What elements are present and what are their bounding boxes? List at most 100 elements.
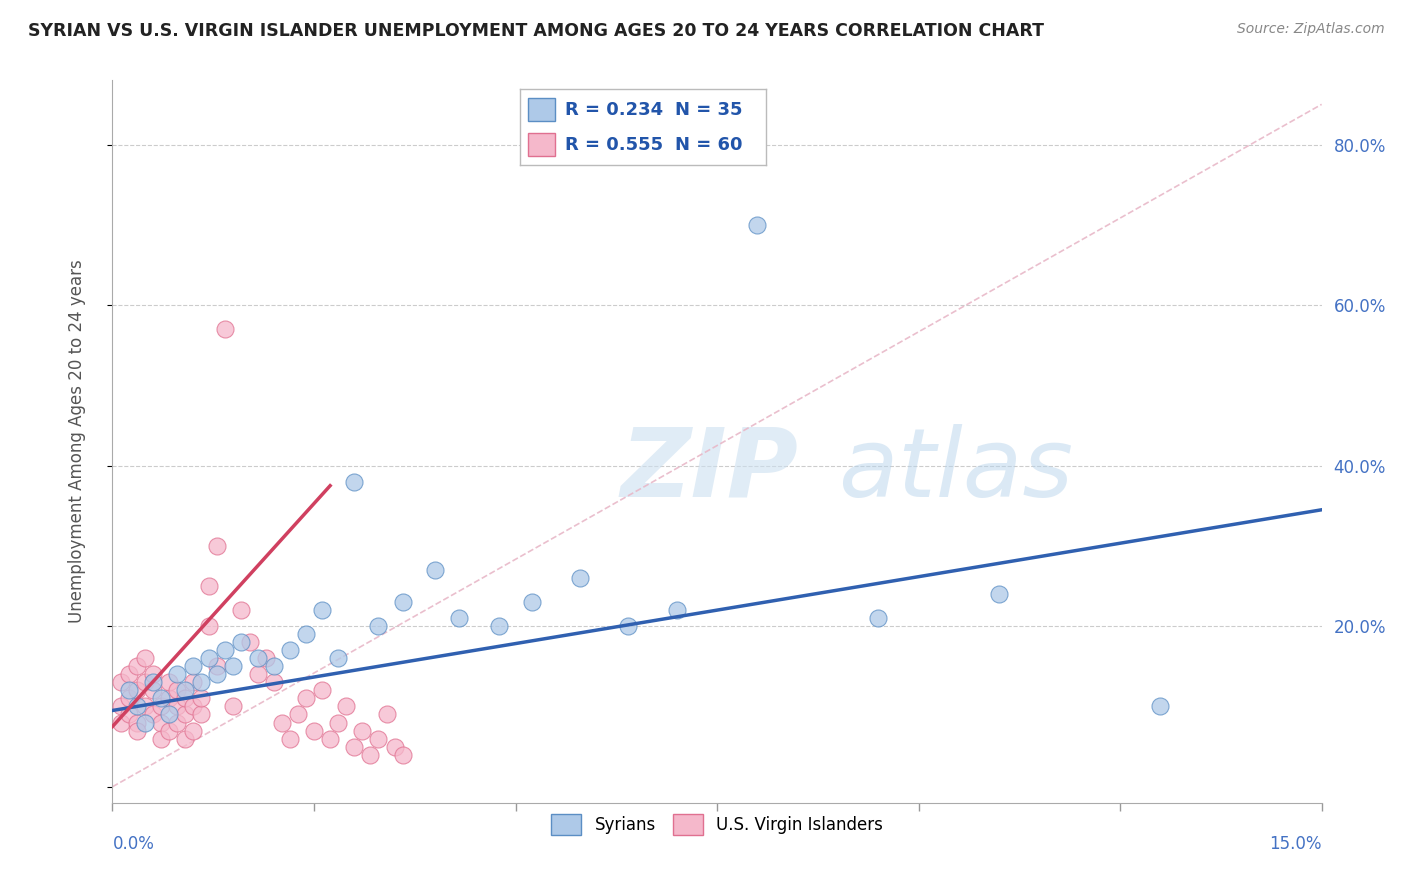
Point — [238, 635, 260, 649]
Point — [181, 723, 204, 738]
Point — [246, 667, 269, 681]
Point — [449, 611, 471, 625]
Point — [384, 739, 406, 754]
Legend: Syrians, U.S. Virgin Islanders: Syrians, U.S. Virgin Islanders — [544, 808, 890, 841]
FancyBboxPatch shape — [527, 98, 554, 121]
Point — [520, 595, 543, 609]
Point — [125, 699, 148, 714]
Text: ZIP: ZIP — [620, 424, 799, 517]
Text: N = 60: N = 60 — [675, 136, 742, 153]
Point — [134, 651, 156, 665]
Point — [311, 603, 333, 617]
Point — [328, 651, 350, 665]
Point — [198, 619, 221, 633]
Point — [222, 699, 245, 714]
Point — [367, 619, 389, 633]
Point — [278, 643, 301, 657]
Point — [391, 747, 413, 762]
Point — [617, 619, 640, 633]
Point — [174, 683, 197, 698]
Point — [488, 619, 510, 633]
Point — [149, 691, 172, 706]
Point — [149, 699, 172, 714]
Point — [231, 635, 253, 649]
Point — [190, 691, 212, 706]
Point — [125, 659, 148, 673]
Point — [181, 699, 204, 714]
Text: Source: ZipAtlas.com: Source: ZipAtlas.com — [1237, 22, 1385, 37]
Point — [231, 603, 253, 617]
Point — [295, 691, 318, 706]
Point — [166, 667, 188, 681]
Point — [190, 707, 212, 722]
Point — [423, 563, 446, 577]
Point — [1149, 699, 1171, 714]
Point — [166, 699, 188, 714]
Point — [117, 707, 139, 722]
Point — [335, 699, 357, 714]
Point — [174, 691, 197, 706]
Text: 15.0%: 15.0% — [1270, 835, 1322, 854]
Point — [110, 715, 132, 730]
Point — [157, 675, 180, 690]
Point — [287, 707, 309, 722]
Point — [142, 667, 165, 681]
Point — [157, 707, 180, 722]
Point — [166, 715, 188, 730]
Point — [263, 659, 285, 673]
Point — [157, 723, 180, 738]
Point — [125, 683, 148, 698]
Point — [198, 651, 221, 665]
Point — [142, 683, 165, 698]
Text: N = 35: N = 35 — [675, 101, 742, 119]
Y-axis label: Unemployment Among Ages 20 to 24 years: Unemployment Among Ages 20 to 24 years — [67, 260, 86, 624]
Point — [375, 707, 398, 722]
Point — [367, 731, 389, 746]
Point — [254, 651, 277, 665]
Point — [142, 707, 165, 722]
Point — [569, 571, 592, 585]
Point — [134, 715, 156, 730]
Point — [246, 651, 269, 665]
Point — [125, 723, 148, 738]
Point — [359, 747, 381, 762]
Point — [214, 643, 236, 657]
Point — [134, 699, 156, 714]
Point — [665, 603, 688, 617]
Point — [207, 659, 229, 673]
FancyBboxPatch shape — [527, 133, 554, 156]
Point — [198, 579, 221, 593]
Point — [391, 595, 413, 609]
Point — [207, 667, 229, 681]
Point — [302, 723, 325, 738]
Point — [988, 587, 1011, 601]
Point — [263, 675, 285, 690]
Point — [311, 683, 333, 698]
Point — [319, 731, 342, 746]
Point — [174, 731, 197, 746]
Text: R = 0.555: R = 0.555 — [565, 136, 662, 153]
Point — [110, 675, 132, 690]
Point — [190, 675, 212, 690]
Text: R = 0.234: R = 0.234 — [565, 101, 662, 119]
Point — [295, 627, 318, 641]
Point — [270, 715, 292, 730]
Point — [352, 723, 374, 738]
Point — [117, 667, 139, 681]
Point — [343, 739, 366, 754]
Point — [222, 659, 245, 673]
Point — [166, 683, 188, 698]
Point — [149, 731, 172, 746]
Point — [125, 715, 148, 730]
Point — [142, 675, 165, 690]
Point — [149, 715, 172, 730]
Text: SYRIAN VS U.S. VIRGIN ISLANDER UNEMPLOYMENT AMONG AGES 20 TO 24 YEARS CORRELATIO: SYRIAN VS U.S. VIRGIN ISLANDER UNEMPLOYM… — [28, 22, 1045, 40]
Point — [117, 691, 139, 706]
Point — [110, 699, 132, 714]
Point — [343, 475, 366, 489]
Point — [134, 675, 156, 690]
Point — [117, 683, 139, 698]
Point — [181, 659, 204, 673]
Text: 0.0%: 0.0% — [112, 835, 155, 854]
Point — [174, 707, 197, 722]
